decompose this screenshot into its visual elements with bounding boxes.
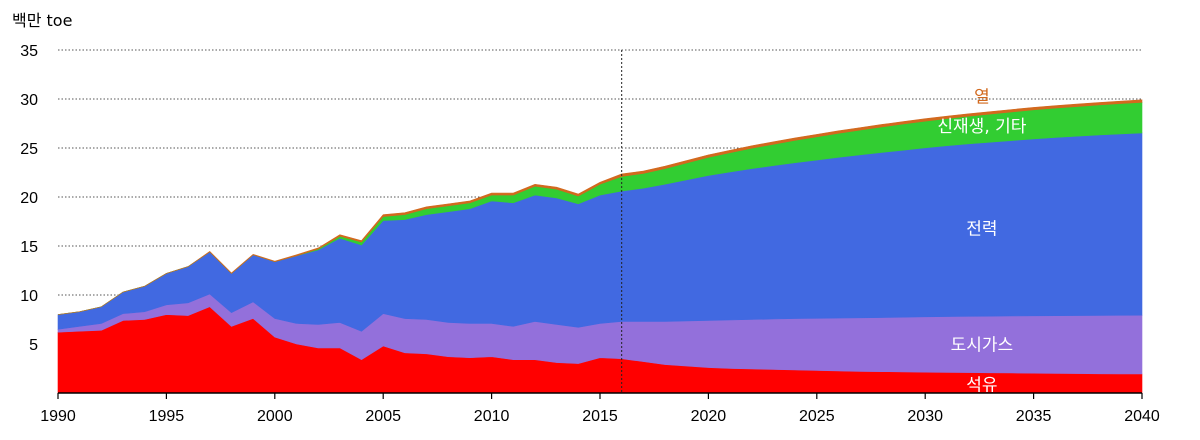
- y-tick-labels: 5 10 15 20 25 30 35: [20, 43, 38, 354]
- x-tick-label-1990: 1990: [40, 408, 76, 425]
- x-tick-label-2005: 2005: [365, 408, 401, 425]
- series-area-4: [57, 99, 1143, 315]
- y-tick-label-35: 35: [20, 43, 38, 60]
- y-tick-label-25: 25: [20, 141, 38, 158]
- series-labels: 석유 도시가스 전력 신재생, 기타 열: [937, 87, 1026, 395]
- series-label-0: 석유: [966, 375, 997, 395]
- x-tick-label-2020: 2020: [691, 408, 727, 425]
- x-tick-label-2025: 2025: [799, 408, 835, 425]
- series-label-4: 열: [974, 87, 990, 107]
- y-axis-unit-label: 백만 toe: [12, 11, 72, 30]
- y-tick-label-15: 15: [20, 239, 38, 256]
- x-tick-label-2040: 2040: [1124, 408, 1160, 425]
- series-label-3: 신재생, 기타: [937, 117, 1026, 137]
- x-tick-label-1995: 1995: [149, 408, 185, 425]
- series-label-1: 도시가스: [951, 335, 1014, 355]
- x-tick-label-2010: 2010: [474, 408, 510, 425]
- series-areas: [57, 99, 1143, 394]
- y-tick-label-20: 20: [20, 190, 38, 207]
- y-tick-label-10: 10: [20, 288, 38, 305]
- x-tick-label-2035: 2035: [1016, 408, 1052, 425]
- x-tick-label-2000: 2000: [257, 408, 293, 425]
- axes: [57, 392, 1143, 399]
- x-tick-label-2015: 2015: [582, 408, 618, 425]
- y-tick-label-30: 30: [20, 92, 38, 109]
- x-tick-label-2030: 2030: [907, 408, 943, 425]
- series-label-2: 전력: [966, 219, 997, 239]
- y-tick-label-5: 5: [29, 337, 38, 354]
- x-tick-labels: 1990 1995 2000 2005 2010 2015 2020 2025 2030 2035…: [40, 408, 1160, 425]
